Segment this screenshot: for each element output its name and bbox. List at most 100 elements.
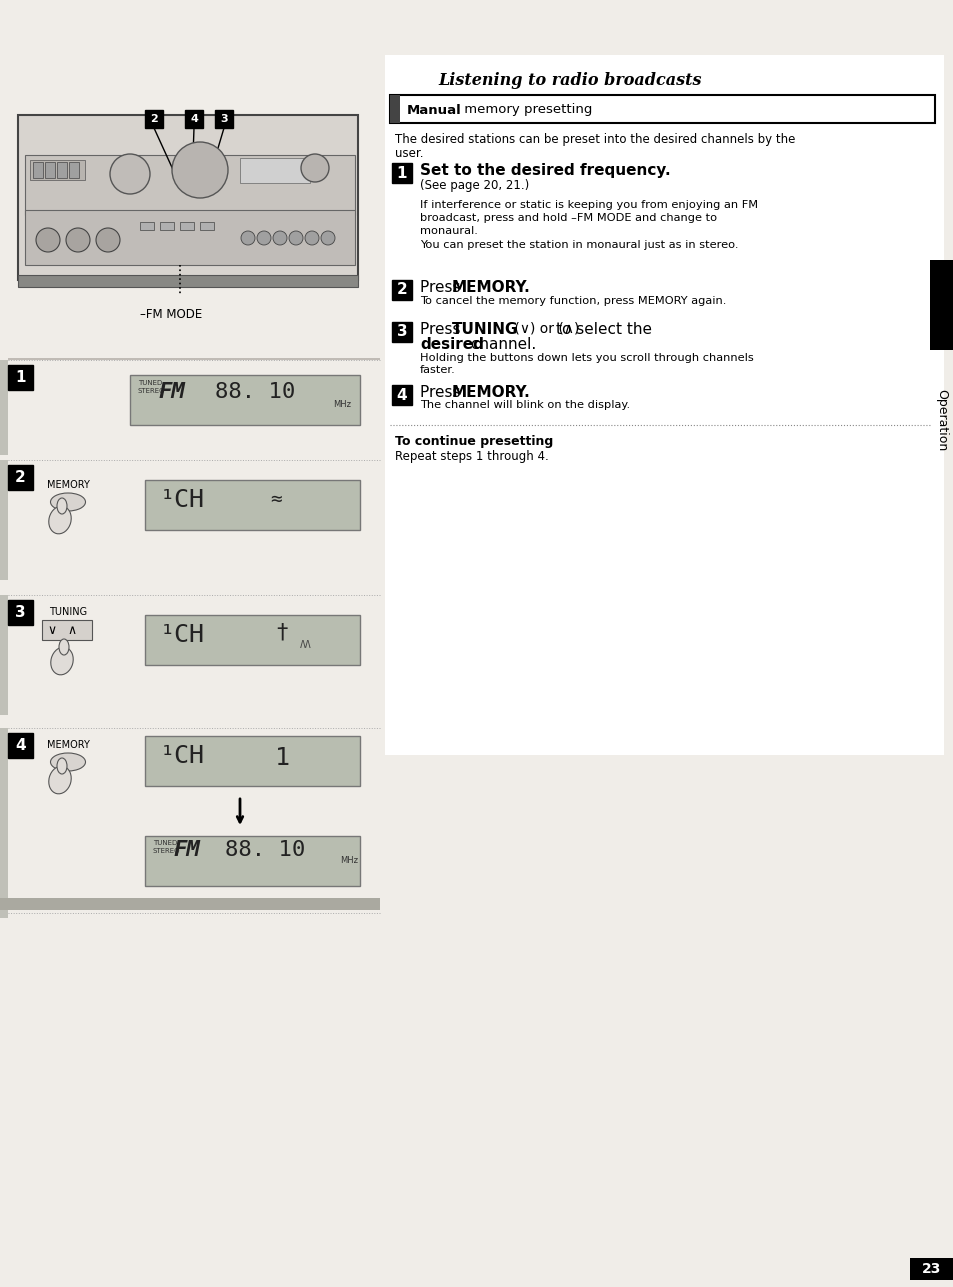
- Text: ΛΛ: ΛΛ: [299, 640, 312, 650]
- Bar: [18, 115, 357, 281]
- Text: 1: 1: [15, 369, 26, 385]
- Text: Press: Press: [419, 281, 465, 295]
- Circle shape: [66, 228, 90, 252]
- Ellipse shape: [51, 753, 86, 771]
- Circle shape: [241, 230, 254, 245]
- Ellipse shape: [51, 493, 86, 511]
- Text: MEMORY: MEMORY: [47, 740, 90, 750]
- Ellipse shape: [57, 758, 67, 773]
- Text: 3: 3: [220, 115, 228, 124]
- Bar: [69, 162, 79, 178]
- Text: 23: 23: [922, 1263, 941, 1275]
- Bar: [18, 275, 357, 287]
- Text: 4: 4: [190, 115, 197, 124]
- Text: MEMORY: MEMORY: [47, 480, 90, 490]
- Text: †: †: [274, 623, 288, 644]
- Bar: [8, 358, 379, 360]
- Text: 88. 10: 88. 10: [225, 840, 305, 860]
- Text: ∨: ∨: [48, 623, 56, 637]
- Text: Press: Press: [419, 322, 465, 337]
- Text: Operation: Operation: [935, 389, 947, 452]
- Bar: [390, 95, 399, 124]
- Text: channel.: channel.: [465, 337, 536, 353]
- Text: MHz: MHz: [333, 400, 351, 409]
- Text: Press: Press: [419, 385, 465, 400]
- Text: The desired stations can be preset into the desired channels by the: The desired stations can be preset into …: [395, 133, 795, 145]
- Bar: [385, 55, 943, 755]
- Text: faster.: faster.: [419, 366, 456, 375]
- Text: ¹CH: ¹CH: [160, 488, 205, 512]
- Bar: [145, 109, 163, 127]
- Bar: [390, 95, 934, 124]
- Circle shape: [172, 142, 228, 198]
- Circle shape: [320, 230, 335, 245]
- Circle shape: [96, 228, 120, 252]
- Bar: [145, 837, 359, 885]
- Text: The channel will blink on the display.: The channel will blink on the display.: [419, 400, 630, 411]
- Text: ≈: ≈: [270, 490, 281, 508]
- Bar: [180, 221, 193, 230]
- Text: MEMORY.: MEMORY.: [452, 281, 530, 295]
- Bar: [130, 375, 359, 425]
- Text: 1: 1: [396, 166, 407, 180]
- Bar: [392, 163, 412, 183]
- Bar: [57, 162, 67, 178]
- Text: Listening to radio broadcasts: Listening to radio broadcasts: [437, 72, 701, 89]
- Bar: [25, 154, 355, 215]
- Circle shape: [36, 228, 60, 252]
- Ellipse shape: [59, 640, 69, 655]
- Circle shape: [110, 154, 150, 194]
- Text: –FM MODE: –FM MODE: [140, 308, 202, 320]
- Text: MHz: MHz: [339, 856, 357, 865]
- Bar: [0, 360, 8, 456]
- Text: memory presetting: memory presetting: [459, 103, 592, 117]
- Circle shape: [305, 230, 318, 245]
- Bar: [929, 260, 953, 350]
- Text: 3: 3: [396, 324, 407, 340]
- Bar: [200, 221, 213, 230]
- Text: 2: 2: [15, 470, 26, 485]
- Text: TUNING: TUNING: [49, 607, 87, 616]
- Bar: [42, 620, 91, 640]
- Text: Repeat steps 1 through 4.: Repeat steps 1 through 4.: [395, 450, 548, 463]
- Text: TUNED: TUNED: [152, 840, 177, 846]
- Bar: [33, 162, 43, 178]
- Text: ∧: ∧: [68, 623, 76, 637]
- Text: ¹CH: ¹CH: [160, 744, 205, 768]
- Bar: [160, 221, 173, 230]
- Text: 2: 2: [150, 115, 157, 124]
- Ellipse shape: [49, 506, 71, 534]
- Text: STEREO: STEREO: [138, 387, 165, 394]
- Circle shape: [256, 230, 271, 245]
- Circle shape: [289, 230, 303, 245]
- Bar: [909, 1257, 953, 1281]
- Ellipse shape: [57, 498, 67, 514]
- Text: FM: FM: [172, 840, 199, 860]
- Circle shape: [301, 154, 329, 181]
- Text: To cancel the memory function, press MEMORY again.: To cancel the memory function, press MEM…: [419, 296, 725, 306]
- Text: 88. 10: 88. 10: [214, 382, 294, 402]
- Bar: [8, 465, 33, 490]
- Bar: [214, 109, 233, 127]
- Text: TUNING: TUNING: [452, 322, 518, 337]
- Bar: [45, 162, 55, 178]
- Text: (See page 20, 21.): (See page 20, 21.): [419, 179, 529, 192]
- Bar: [25, 210, 355, 265]
- Bar: [145, 615, 359, 665]
- Bar: [0, 459, 8, 580]
- Text: ¹CH: ¹CH: [160, 623, 205, 647]
- Ellipse shape: [51, 647, 73, 674]
- Text: user.: user.: [395, 147, 423, 160]
- Text: If interference or static is keeping you from enjoying an FM
broadcast, press an: If interference or static is keeping you…: [419, 199, 758, 250]
- Bar: [392, 322, 412, 342]
- Bar: [8, 600, 33, 625]
- Bar: [145, 736, 359, 786]
- Bar: [392, 281, 412, 300]
- Bar: [185, 109, 203, 127]
- Text: 4: 4: [396, 387, 407, 403]
- Bar: [8, 366, 33, 390]
- Text: To continue presetting: To continue presetting: [395, 435, 553, 448]
- Text: 1: 1: [274, 746, 290, 770]
- Text: to select the: to select the: [556, 322, 651, 337]
- Bar: [0, 728, 8, 918]
